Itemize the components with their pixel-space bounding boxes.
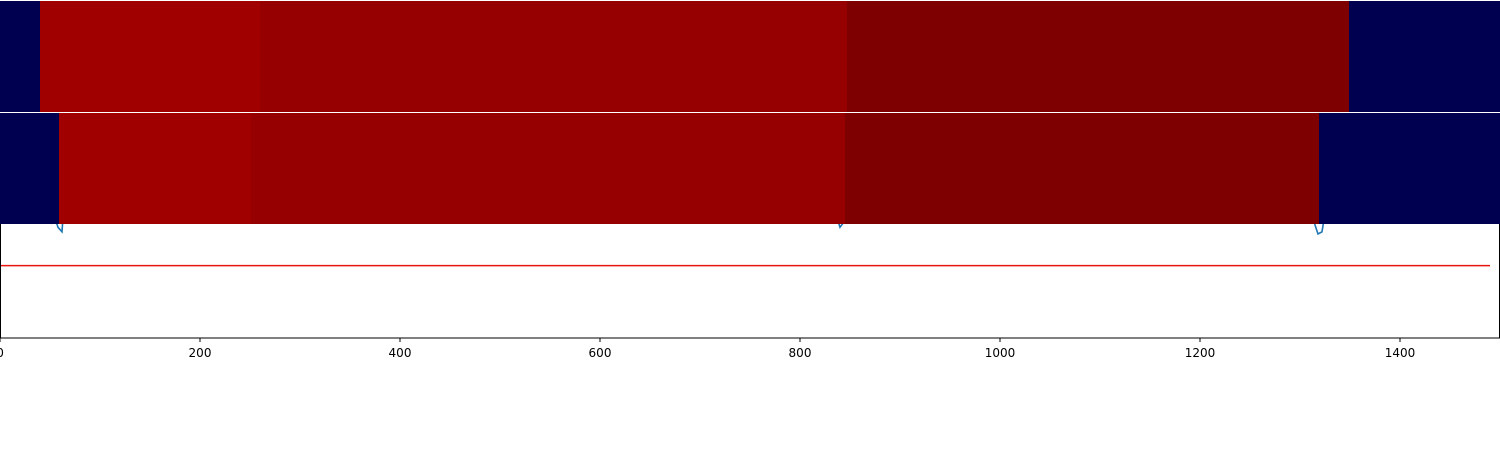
segment-bar [1349, 1, 1500, 112]
x-tick-label: 800 [789, 346, 812, 360]
segment-bar [59, 113, 251, 224]
x-tick-label: 400 [389, 346, 412, 360]
x-tick-label: 200 [189, 346, 212, 360]
x-tick-label: 1400 [1385, 346, 1416, 360]
segment-bar [251, 113, 845, 224]
x-tick-label: 1000 [985, 346, 1016, 360]
segment-bar [0, 1, 40, 112]
x-tick-label: 1200 [1185, 346, 1216, 360]
x-tick-label: 600 [589, 346, 612, 360]
segment-bar [1319, 113, 1500, 224]
x-tick-label: 0 [0, 346, 4, 360]
segment-bar [847, 1, 1349, 112]
segment-bar [260, 1, 847, 112]
segment-bar [0, 113, 59, 224]
segment-bar [845, 113, 1319, 224]
x-axis: 0 200 400 600 800 1000 1200 1400 [0, 338, 1415, 360]
segment-bar [40, 1, 260, 112]
segment-rows [0, 1, 1500, 224]
